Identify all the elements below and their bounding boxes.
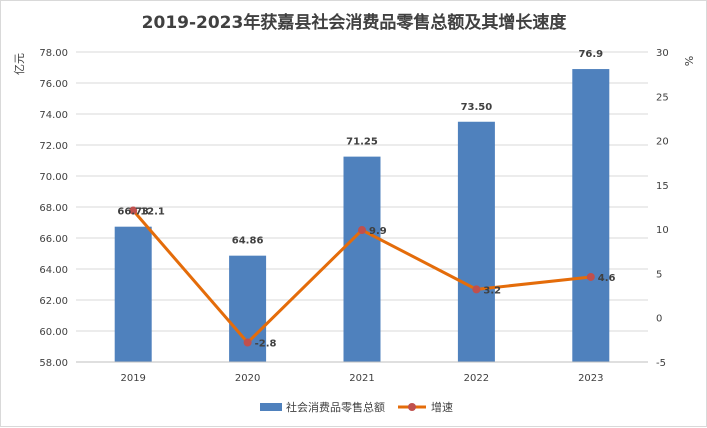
growth-point (358, 226, 366, 235)
growth-point (586, 272, 595, 281)
growth-point (129, 206, 138, 215)
y-left-tick-label: 68.00 (39, 203, 68, 214)
bar (572, 69, 610, 363)
x-tick-label: 2022 (464, 373, 489, 384)
bar (343, 156, 381, 362)
growth-value-label: 4.6 (598, 273, 616, 284)
x-tick-label: 2020 (235, 373, 260, 384)
growth-point (243, 338, 252, 347)
growth-value-label: 12.1 (140, 207, 165, 218)
x-tick-label: 2019 (120, 373, 145, 384)
y-right-tick-label: 10 (656, 225, 669, 236)
y-left-tick-label: 76.00 (39, 79, 68, 90)
bar (114, 226, 152, 362)
data-labels: 66.73 64.86 71.25 73.50 76.9 12.1 -2.8 9.9 3.2 4.… (117, 49, 615, 349)
y-left-tick-label: 70.00 (39, 172, 68, 183)
legend-swatch-bar (260, 403, 282, 411)
y-left-tick-label: 62.00 (39, 296, 68, 307)
growth-point (472, 285, 481, 294)
x-tick-label: 2023 (578, 373, 603, 384)
y-right-tick-label: 20 (656, 137, 669, 148)
y-right-tick-label: 15 (656, 181, 669, 192)
growth-value-label: -2.8 (255, 339, 277, 350)
bar-value-label: 76.9 (578, 49, 603, 60)
legend-label-bar: 社会消费品零售总额 (286, 400, 385, 414)
y-right-tick-label: 5 (656, 269, 662, 280)
bar-value-label: 64.86 (232, 236, 264, 247)
legend-swatch-marker (408, 403, 416, 411)
y-left-tick-label: 60.00 (39, 327, 68, 338)
bar-value-label: 66.73 (117, 207, 149, 218)
growth-value-label: 9.9 (369, 226, 387, 237)
bar (457, 121, 495, 362)
y-left-axis-label: 亿元 (13, 53, 26, 75)
y-left-tick-label: 72.00 (39, 141, 68, 152)
y-left-tick-label: 58.00 (39, 358, 68, 369)
line-series (129, 206, 595, 347)
y-right-axis-label: % (682, 56, 695, 66)
axis-ticks: 58.00 60.00 62.00 64.00 66.00 68.00 70.00 72.00… (39, 48, 668, 384)
y-right-tick-label: -5 (656, 358, 666, 369)
y-left-tick-label: 78.00 (39, 48, 68, 59)
y-left-tick-label: 64.00 (39, 265, 68, 276)
legend-label-line: 增速 (431, 400, 453, 414)
x-tick-label: 2021 (349, 373, 374, 384)
y-right-tick-label: 0 (656, 314, 662, 325)
bar-value-label: 71.25 (346, 137, 378, 148)
y-left-tick-label: 66.00 (39, 234, 68, 245)
y-right-tick-label: 30 (656, 48, 669, 59)
growth-value-label: 3.2 (483, 285, 501, 296)
y-right-tick-label: 25 (656, 92, 669, 103)
legend: 社会消费品零售总额 增速 (260, 400, 453, 414)
y-left-tick-label: 74.00 (39, 110, 68, 121)
bar-value-label: 73.50 (461, 102, 493, 113)
chart-title: 2019-2023年获嘉县社会消费品零售总额及其增长速度 (142, 12, 568, 33)
bar-series (114, 69, 610, 363)
